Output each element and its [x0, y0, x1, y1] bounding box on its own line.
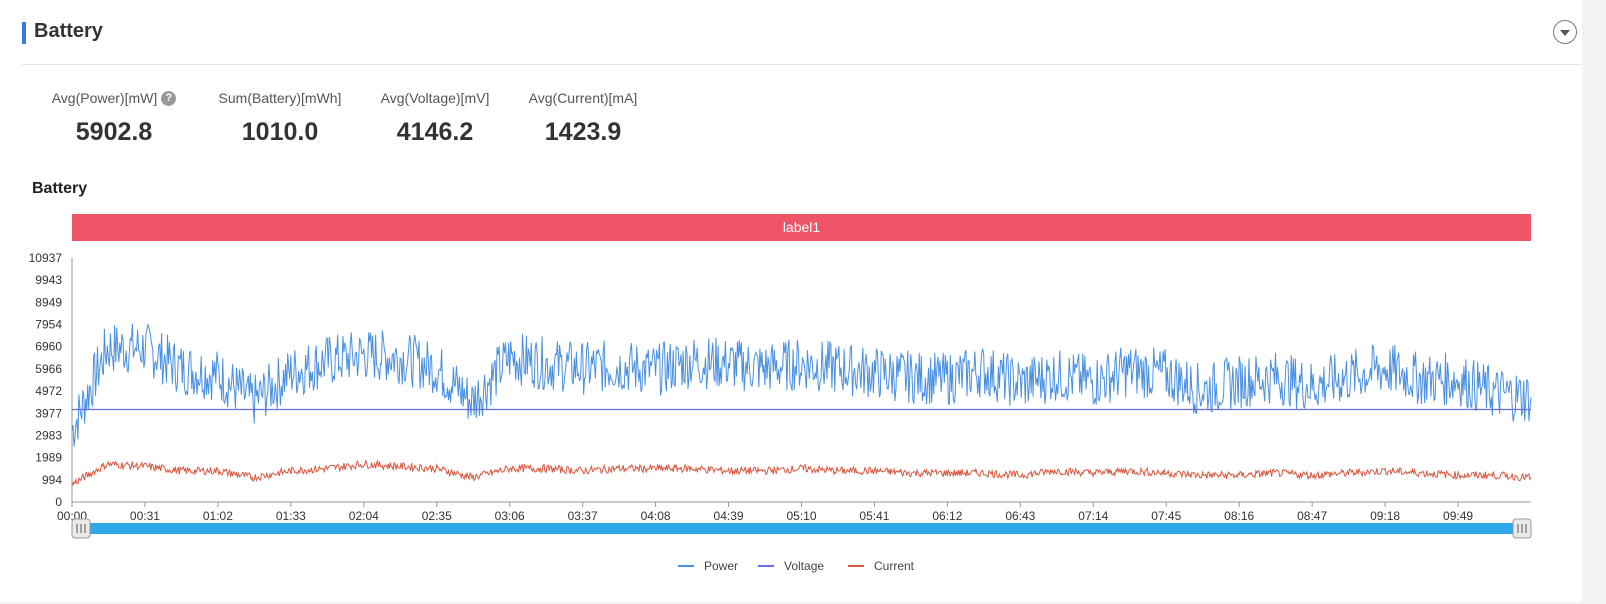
x-tick-label: 03:06 [495, 509, 525, 523]
stat-label: Avg(Voltage)[mV] [380, 90, 490, 106]
range-slider-track[interactable] [80, 523, 1523, 534]
y-tick-label: 10937 [29, 251, 63, 265]
series-line-power [71, 322, 1532, 447]
x-tick-label: 09:18 [1370, 509, 1400, 523]
x-tick-label: 05:10 [786, 509, 816, 523]
x-tick-label: 02:35 [422, 509, 452, 523]
stat-label: Avg(Power)[mW] [51, 90, 158, 106]
y-tick-label: 6960 [35, 340, 62, 354]
stat-value: 1423.9 [544, 118, 622, 146]
panel-title: Battery [34, 20, 103, 42]
y-tick-label: 4972 [35, 384, 62, 398]
stat-label: Sum(Battery)[mWh] [218, 90, 342, 106]
legend-label-voltage[interactable]: Voltage [784, 559, 824, 573]
x-tick-label: 06:43 [1005, 509, 1035, 523]
x-tick-label: 07:14 [1078, 509, 1108, 523]
x-tick-label: 08:47 [1297, 509, 1327, 523]
x-tick-label: 07:45 [1151, 509, 1181, 523]
x-tick-label: 04:08 [641, 509, 671, 523]
stat-value: 1010.0 [241, 118, 319, 146]
stat-value: 4146.2 [396, 118, 474, 146]
y-tick-label: 8949 [35, 295, 62, 309]
y-tick-label: 0 [55, 495, 62, 509]
x-tick-label: 04:39 [714, 509, 744, 523]
stat-avg-voltage: Avg(Voltage)[mV] 4146.2 [365, 88, 505, 147]
stat-sum-battery: Sum(Battery)[mWh] 1010.0 [205, 88, 355, 147]
divider [22, 64, 1582, 65]
band-label: label1 [783, 219, 821, 235]
y-tick-label: 5966 [35, 362, 62, 376]
band-label-bar [72, 214, 1531, 241]
x-tick-label: 08:16 [1224, 509, 1254, 523]
x-tick-label: 05:41 [859, 509, 889, 523]
battery-line-chart: label1 0 994 1989 2983 3977 4972 5966 6960 7954 89… [29, 214, 1532, 573]
legend-label-current[interactable]: Current [874, 559, 915, 573]
collapse-toggle-icon[interactable] [1553, 20, 1577, 44]
help-icon[interactable]: ? [161, 90, 177, 106]
y-tick-label: 1989 [35, 451, 62, 465]
stat-avg-power: Avg(Power)[mW] ? 5902.8 [44, 88, 184, 147]
chart-title: Battery [32, 180, 88, 197]
y-tick-label: 9943 [35, 273, 62, 287]
y-tick-label: 2983 [35, 428, 62, 442]
y-tick-label: 7954 [35, 318, 62, 332]
x-tick-label: 02:04 [349, 509, 379, 523]
legend-label-power[interactable]: Power [704, 559, 738, 573]
x-tick-label: 03:37 [568, 509, 598, 523]
x-tick-label: 01:33 [276, 509, 306, 523]
stat-value: 5902.8 [75, 118, 153, 146]
x-tick-label: 09:49 [1443, 509, 1473, 523]
y-tick-label: 3977 [35, 406, 62, 420]
stat-avg-current: Avg(Current)[mA] 1423.9 [513, 88, 653, 147]
x-tick-label: 00:31 [130, 509, 160, 523]
series-line-current [71, 459, 1532, 487]
y-tick-label: 994 [42, 473, 62, 487]
x-tick-label: 06:12 [932, 509, 962, 523]
stat-label: Avg(Current)[mA] [528, 90, 638, 106]
x-tick-label: 01:02 [203, 509, 233, 523]
title-accent-bar [22, 22, 26, 44]
